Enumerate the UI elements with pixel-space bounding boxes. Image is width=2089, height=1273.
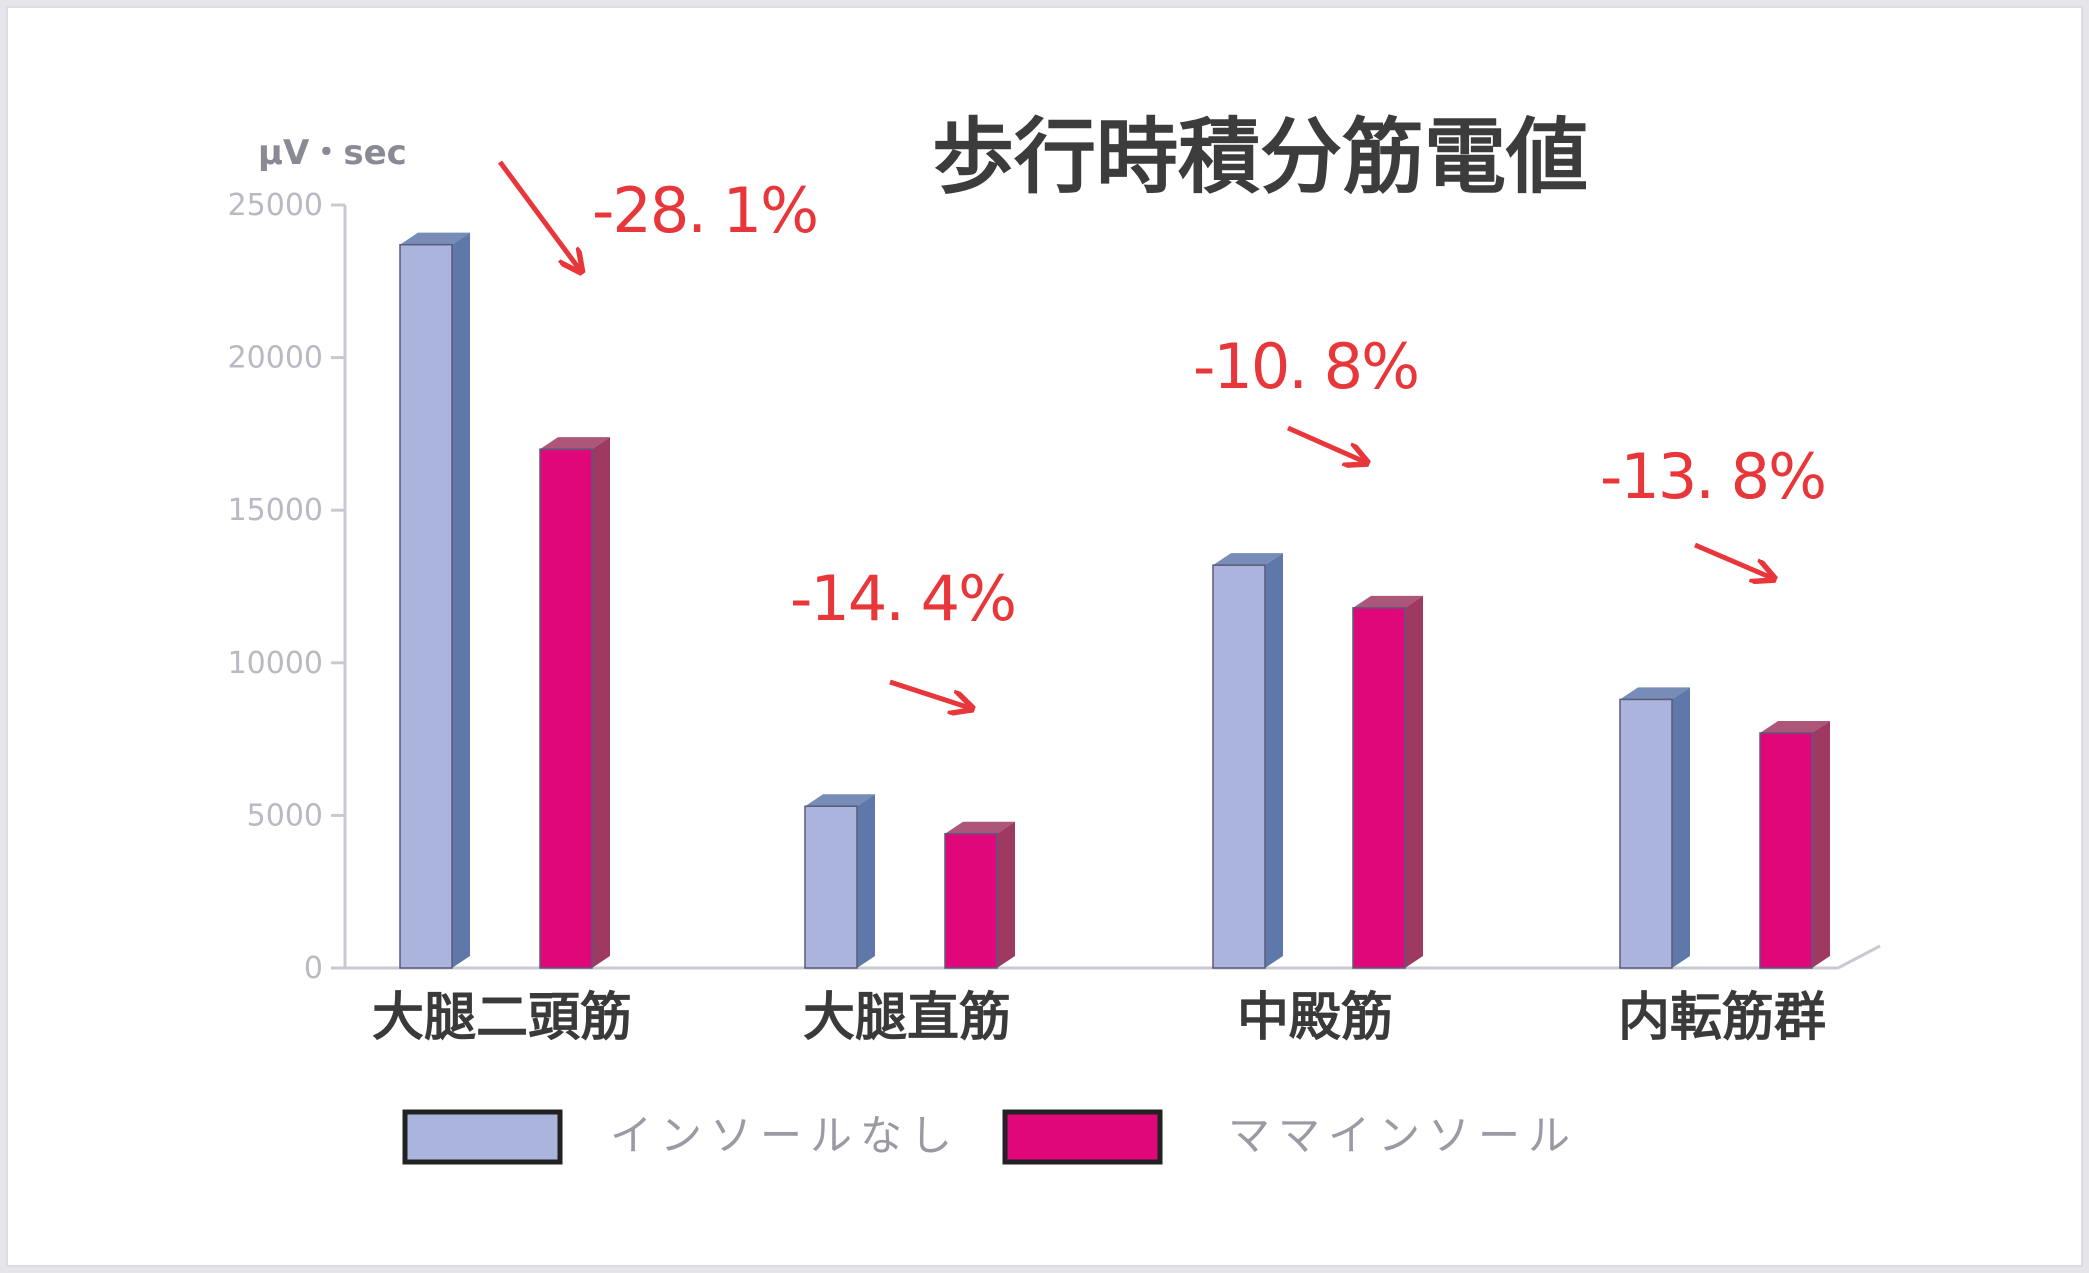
y-tick-label: 20000 xyxy=(228,341,323,376)
legend: インソールなし ママインソール xyxy=(402,1109,1578,1165)
change-percent-label: -10. 8% xyxy=(1193,330,1418,403)
bar-top xyxy=(1620,687,1690,700)
arrow-icon xyxy=(1694,542,1772,578)
bar xyxy=(399,232,470,969)
bar xyxy=(1759,720,1830,969)
bar-side xyxy=(1672,687,1690,968)
y-axis-unit-label: μV・sec xyxy=(258,133,407,173)
axes xyxy=(343,205,1881,970)
legend-label: ママインソール xyxy=(1228,1111,1578,1160)
bar xyxy=(1212,553,1283,969)
bar-front xyxy=(539,448,593,969)
bar xyxy=(539,437,610,969)
x-axis-depth-line xyxy=(1837,944,1881,970)
bar xyxy=(1619,687,1690,969)
category-label: 大腿直筋 xyxy=(803,988,1011,1048)
legend-swatch xyxy=(402,1109,563,1165)
bar xyxy=(804,794,875,969)
bar-front xyxy=(1352,607,1406,969)
arrow-icon xyxy=(1286,425,1365,462)
y-tick-label: 0 xyxy=(304,951,323,986)
bar-side xyxy=(1812,720,1830,968)
bar-top xyxy=(1353,595,1423,608)
x-axis-category-labels: 大腿二頭筋 大腿直筋 中殿筋 内転筋群 xyxy=(372,988,1826,1048)
bar-top xyxy=(400,232,470,245)
bar-top xyxy=(1213,553,1283,566)
bar-front xyxy=(1619,698,1673,969)
bar-front xyxy=(1212,564,1266,969)
chart-title: 歩行時積分筋電値 xyxy=(932,110,1588,205)
legend-item: ママインソール xyxy=(1002,1109,1578,1165)
bar-top xyxy=(540,437,610,450)
bar-top xyxy=(1760,720,1830,733)
bar-top xyxy=(805,794,875,807)
category-label: 中殿筋 xyxy=(1237,988,1393,1048)
y-tick-label: 15000 xyxy=(228,493,323,528)
y-tick-label: 10000 xyxy=(228,646,323,681)
category-label: 内転筋群 xyxy=(1618,988,1826,1048)
bars xyxy=(399,232,1830,969)
bar-side xyxy=(452,232,470,968)
bar xyxy=(944,821,1015,969)
bar-front xyxy=(944,832,998,969)
arrow-icon xyxy=(497,160,580,270)
bar-side xyxy=(592,437,610,968)
legend-label: インソールなし xyxy=(610,1111,960,1160)
legend-item: インソールなし xyxy=(402,1109,960,1165)
change-percent-label: -28. 1% xyxy=(592,174,817,247)
bar-front xyxy=(1759,732,1813,969)
bar-side xyxy=(997,821,1015,968)
change-percent-label: -13. 8% xyxy=(1600,440,1825,513)
change-percent-label: -14. 4% xyxy=(790,562,1015,635)
y-axis-ticks: 0 5000 10000 15000 20000 25000 xyxy=(228,188,345,986)
y-tick-label: 5000 xyxy=(247,798,323,833)
y-tick-label: 25000 xyxy=(228,188,323,223)
bar-front xyxy=(804,805,858,969)
change-annotations: -28. 1% -14. 4% -10. 8% -13. 8% xyxy=(497,160,1827,708)
bar-front xyxy=(399,243,453,969)
bar-side xyxy=(1405,595,1423,968)
bar-side xyxy=(857,794,875,968)
category-label: 大腿二頭筋 xyxy=(372,988,632,1048)
arrow-icon xyxy=(889,679,970,708)
bar-side xyxy=(1265,553,1283,968)
bar-top xyxy=(945,821,1015,834)
bar xyxy=(1352,595,1423,969)
legend-swatch xyxy=(1002,1109,1163,1165)
chart-frame xyxy=(6,6,2083,1267)
